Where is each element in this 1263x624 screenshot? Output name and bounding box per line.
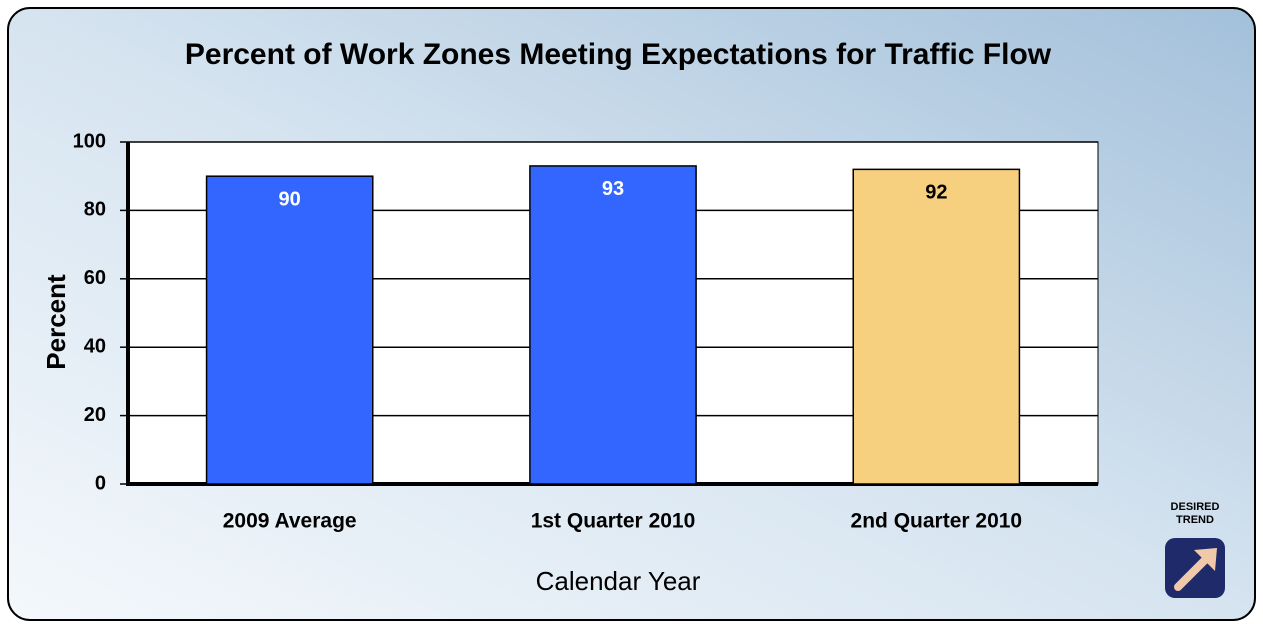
x-tick-label: 2009 Average — [223, 510, 357, 533]
annotation: DESIRED — [1171, 501, 1220, 513]
y-tick-label: 20 — [84, 404, 106, 426]
annotation: TREND — [1176, 514, 1214, 526]
bar — [852, 168, 1021, 485]
y-tick-label: 100 — [73, 130, 106, 152]
x-tick-label: 1st Quarter 2010 — [531, 510, 696, 533]
trend-icon — [1165, 538, 1225, 598]
x-tick-label: 2nd Quarter 2010 — [851, 510, 1023, 533]
x-axis-label: Calendar Year — [536, 566, 701, 596]
data-label: 90 — [279, 188, 301, 210]
y-tick-label: 60 — [84, 267, 106, 289]
chart-title: Percent of Work Zones Meeting Expectatio… — [184, 38, 1052, 71]
data-label: 92 — [925, 182, 947, 204]
y-tick-label: 40 — [84, 335, 106, 357]
y-tick-label: 0 — [95, 472, 106, 494]
data-label: 93 — [602, 178, 624, 200]
bar — [529, 165, 697, 485]
y-axis-label: Percent — [41, 274, 71, 370]
bar — [205, 175, 374, 485]
y-tick-label: 80 — [84, 199, 106, 221]
